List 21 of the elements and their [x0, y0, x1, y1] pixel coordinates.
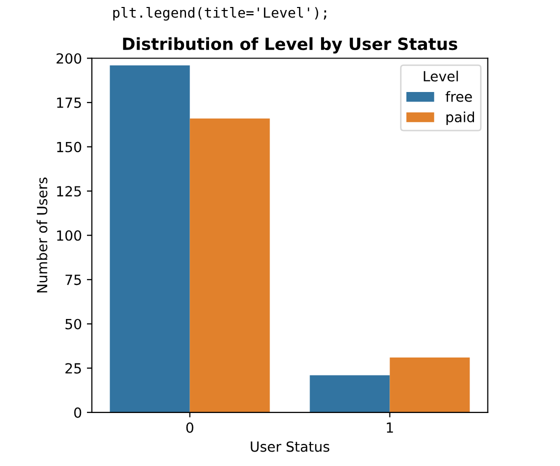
y-tick-label: 50 [66, 318, 82, 330]
bar [310, 375, 390, 412]
y-tick-label: 175 [57, 98, 81, 108]
bar [190, 118, 270, 412]
y-tick-label: 75 [66, 274, 81, 286]
x-axis-title: User Status [250, 441, 330, 452]
x-tick-label: 1 [386, 422, 393, 433]
y-tick-label: 0 [74, 407, 82, 418]
y-tick-label: 100 [57, 230, 82, 241]
y-tick-label: 25 [65, 363, 81, 374]
bar [390, 358, 470, 412]
legend-label: free [446, 91, 472, 102]
y-tick-label: 125 [57, 186, 81, 197]
bar [110, 65, 190, 412]
y-axis-title: Number of Users [36, 178, 48, 292]
chart-title: Distribution of Level by User Status [123, 37, 458, 54]
text: plt.legend(title='Level'); [113, 6, 326, 21]
legend-title: Level [424, 70, 458, 82]
y-tick-label: 200 [56, 53, 82, 64]
legend-label: paid [446, 112, 474, 125]
y-tick-label: 150 [57, 142, 82, 152]
